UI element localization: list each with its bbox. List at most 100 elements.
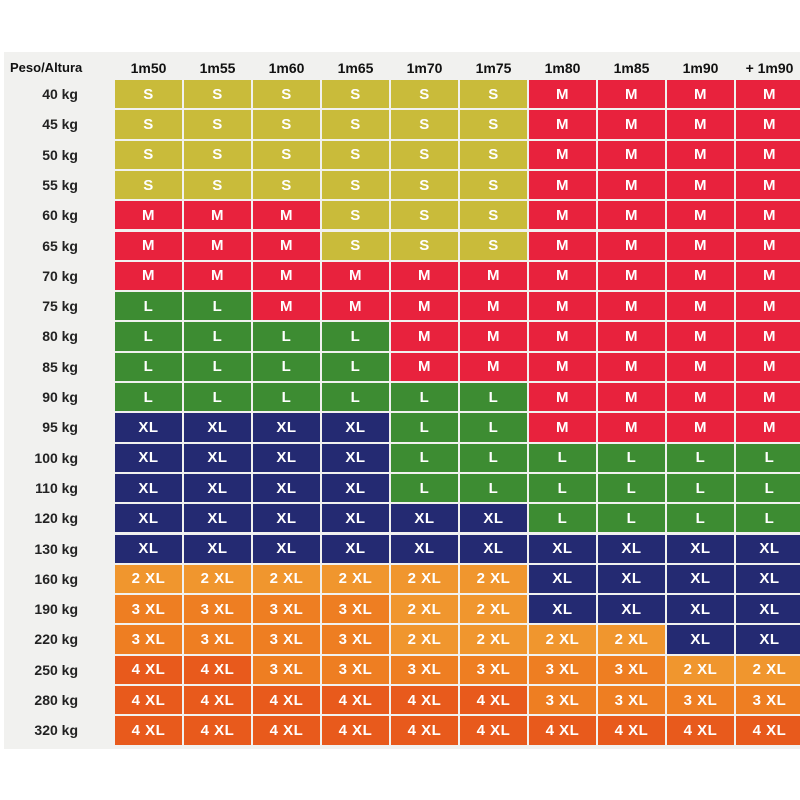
- size-cell: S: [322, 110, 389, 139]
- size-cell: 3 XL: [253, 625, 320, 654]
- size-cell: M: [598, 170, 665, 200]
- size-cell: M: [667, 292, 734, 321]
- size-cell: XL: [598, 534, 665, 563]
- size-cell: S: [460, 170, 527, 200]
- size-cell: 4 XL: [391, 716, 458, 745]
- size-cell: M: [598, 413, 665, 442]
- size-cell: M: [598, 383, 665, 412]
- size-cell: M: [253, 201, 320, 230]
- size-cell: M: [667, 231, 734, 260]
- size-cell: M: [598, 231, 665, 260]
- column-header: 1m80: [544, 60, 581, 76]
- row-header: 190 kg: [34, 601, 78, 618]
- size-cell: S: [184, 110, 251, 139]
- size-cell: 2 XL: [391, 625, 458, 654]
- size-cell: L: [460, 413, 527, 442]
- size-cell: XL: [115, 473, 182, 503]
- size-cell: L: [736, 473, 800, 503]
- size-cell: M: [460, 322, 527, 351]
- size-cell: 3 XL: [598, 686, 665, 715]
- size-cell: 4 XL: [184, 655, 251, 684]
- row-header: 80 kg: [42, 328, 78, 345]
- size-cell: 2 XL: [391, 564, 458, 594]
- size-cell: S: [115, 170, 182, 200]
- size-cell: M: [667, 261, 734, 291]
- size-cell: 4 XL: [115, 716, 182, 745]
- size-cell: L: [460, 443, 527, 472]
- size-cell: L: [184, 383, 251, 412]
- column-header: + 1m90: [745, 60, 794, 76]
- size-cell: 4 XL: [460, 686, 527, 715]
- column-header: 1m55: [199, 60, 236, 76]
- size-cell: S: [391, 140, 458, 169]
- size-cell: 3 XL: [322, 595, 389, 624]
- size-cell: XL: [322, 473, 389, 503]
- size-cell: XL: [322, 413, 389, 442]
- size-cell: M: [667, 413, 734, 442]
- row-header: 95 kg: [42, 419, 78, 436]
- size-cell: M: [667, 201, 734, 230]
- size-cell: XL: [115, 413, 182, 442]
- corner-header-label: Peso/Altura: [10, 60, 83, 75]
- row-header: 280 kg: [34, 692, 78, 708]
- row-header: 70 kg: [42, 267, 78, 284]
- size-cell: S: [184, 140, 251, 169]
- size-cell: 4 XL: [322, 686, 389, 715]
- size-cell: S: [184, 170, 251, 200]
- size-cell: 2 XL: [529, 625, 596, 654]
- size-cell: M: [598, 261, 665, 291]
- size-cell: 4 XL: [460, 716, 527, 745]
- size-cell: XL: [460, 504, 527, 533]
- size-cell: XL: [253, 504, 320, 533]
- size-cell: S: [322, 201, 389, 230]
- size-cell: XL: [667, 534, 734, 563]
- size-cell: 3 XL: [253, 595, 320, 624]
- size-cell: 2 XL: [460, 564, 527, 594]
- column-header: 1m65: [337, 60, 374, 76]
- size-cell: 2 XL: [322, 564, 389, 594]
- size-cell: S: [322, 80, 389, 109]
- size-cell: L: [529, 504, 596, 533]
- size-cell: M: [736, 201, 800, 230]
- size-cell: M: [736, 110, 800, 139]
- size-cell: M: [736, 80, 800, 109]
- size-cell: 2 XL: [115, 564, 182, 594]
- size-cell: L: [598, 443, 665, 472]
- row-header: 40 kg: [42, 86, 78, 102]
- size-cell: 4 XL: [253, 716, 320, 745]
- size-cell: L: [115, 322, 182, 351]
- size-cell: M: [253, 231, 320, 260]
- size-cell: M: [736, 292, 800, 321]
- size-cell: M: [391, 261, 458, 291]
- size-cell: 3 XL: [460, 655, 527, 684]
- size-cell: M: [115, 261, 182, 291]
- size-cell: L: [529, 443, 596, 472]
- size-cell: M: [667, 322, 734, 351]
- size-cell: 2 XL: [460, 595, 527, 624]
- row-header: 50 kg: [42, 146, 78, 163]
- size-cell: M: [322, 261, 389, 291]
- size-cell: M: [736, 170, 800, 200]
- size-cell: S: [391, 80, 458, 109]
- size-cell: XL: [391, 534, 458, 563]
- size-cell: M: [529, 231, 596, 260]
- size-cell: M: [391, 352, 458, 381]
- size-cell: M: [667, 140, 734, 169]
- size-cell: 2 XL: [391, 595, 458, 624]
- size-cell: M: [253, 292, 320, 321]
- size-cell: 2 XL: [598, 625, 665, 654]
- size-cell: M: [598, 80, 665, 109]
- column-header: 1m85: [613, 60, 650, 76]
- size-cell: L: [736, 504, 800, 533]
- size-cell: XL: [736, 625, 800, 654]
- size-cell: XL: [322, 443, 389, 472]
- row-header: 90 kg: [42, 389, 78, 405]
- size-cell: S: [253, 110, 320, 139]
- size-cell: XL: [184, 473, 251, 503]
- size-cell: S: [115, 80, 182, 109]
- row-header: 65 kg: [42, 237, 78, 254]
- size-cell: M: [736, 140, 800, 169]
- size-cell: XL: [184, 443, 251, 472]
- size-cell: 3 XL: [322, 655, 389, 684]
